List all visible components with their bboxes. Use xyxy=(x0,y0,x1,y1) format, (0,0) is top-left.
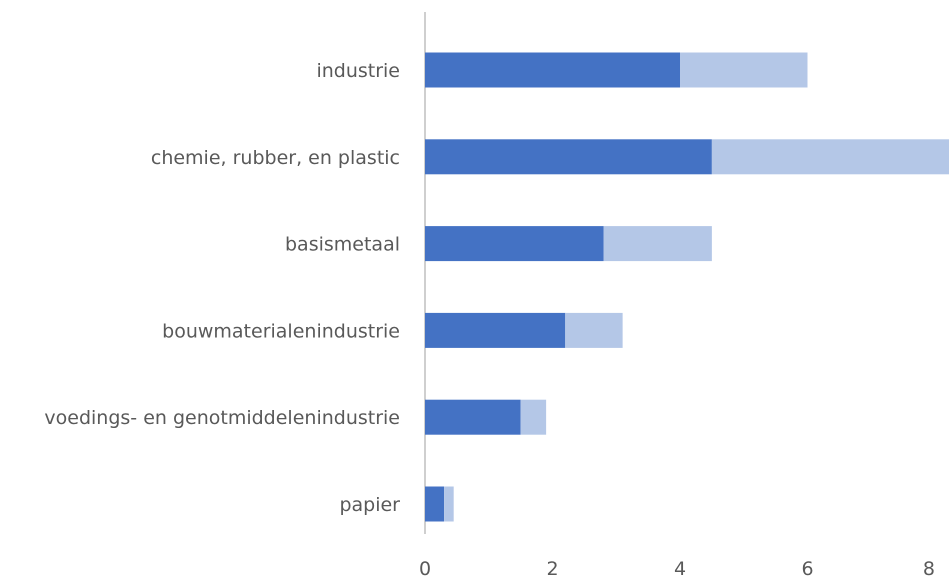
x-tick-label: 6 xyxy=(801,558,813,580)
bar-2-1 xyxy=(680,52,808,88)
bar-1-6 xyxy=(425,486,445,522)
category-label: papier xyxy=(339,494,400,516)
category-labels: industrie chemie, rubber, en plastic basis… xyxy=(44,60,400,516)
bar-1-2 xyxy=(425,139,712,175)
category-label: bouwmaterialenindustrie xyxy=(162,320,400,342)
bar-1-4 xyxy=(425,312,566,348)
x-tick-label: 8 xyxy=(923,558,935,580)
x-tick-label: 4 xyxy=(674,558,686,580)
bar-2-2 xyxy=(711,139,949,175)
bar-1-1 xyxy=(425,52,680,88)
category-label: voedings- en genotmiddelenindustrie xyxy=(44,407,400,429)
category-label: basismetaal xyxy=(285,234,400,256)
bar-1-3 xyxy=(425,226,604,262)
bar-2-4 xyxy=(565,312,623,348)
x-axis-tick-labels: 0 2 4 6 8 xyxy=(419,558,935,580)
category-label: industrie xyxy=(316,60,400,82)
bar-2-6 xyxy=(444,486,454,522)
x-tick-label: 2 xyxy=(546,558,558,580)
bars xyxy=(425,52,949,522)
bar-2-5 xyxy=(520,399,547,435)
bar-2-3 xyxy=(603,226,712,262)
x-tick-label: 0 xyxy=(419,558,431,580)
category-label: chemie, rubber, en plastic xyxy=(151,147,400,169)
bar-1-5 xyxy=(425,399,521,435)
